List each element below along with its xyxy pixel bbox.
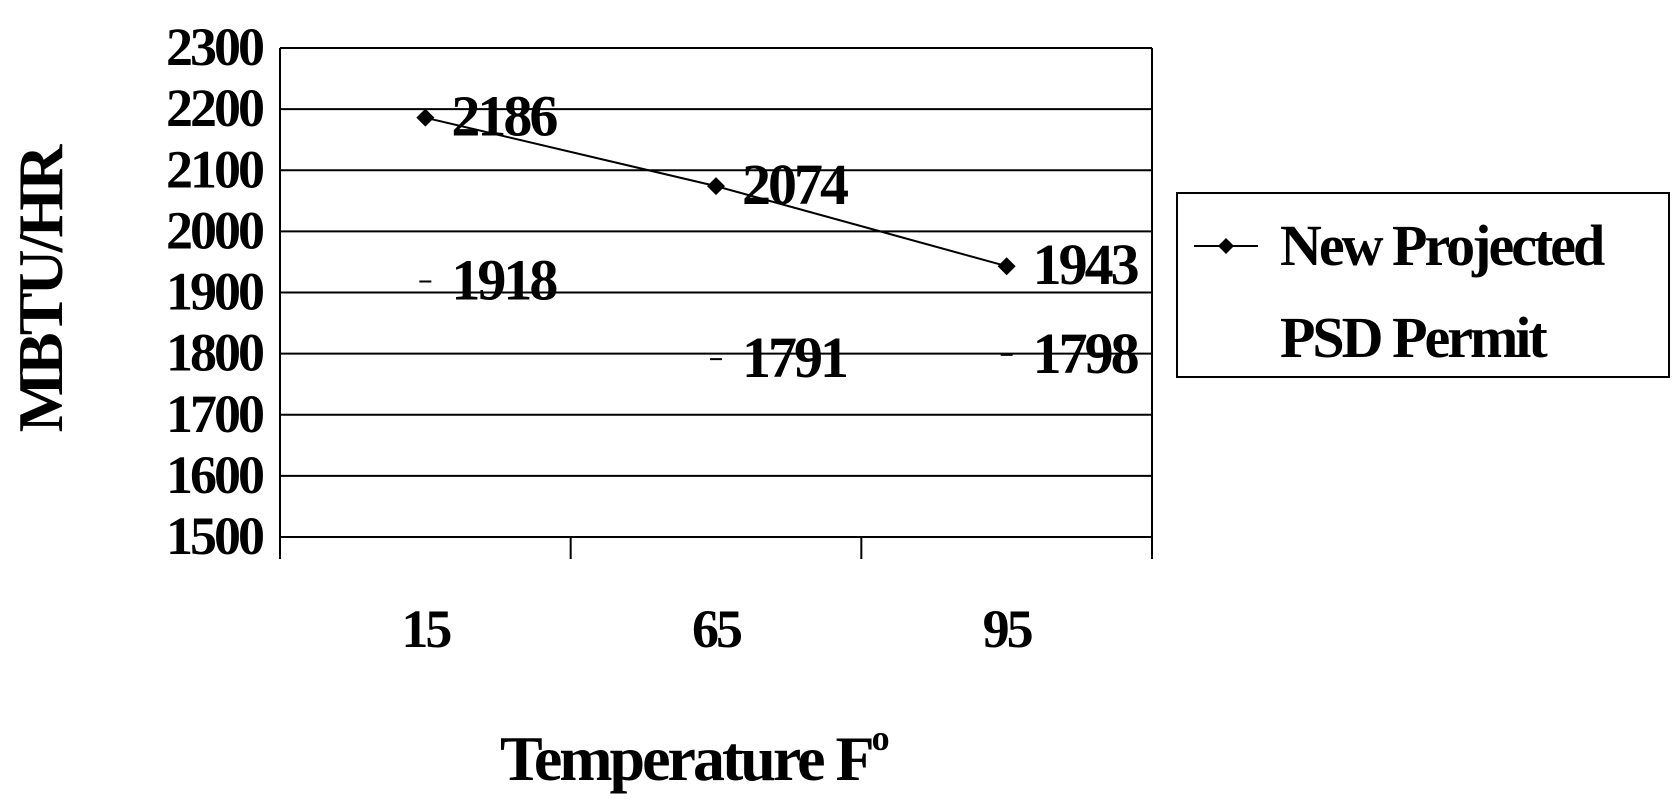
legend-label-psd-permit: PSD Permit (1280, 305, 1548, 370)
data-label-psd-permit-95: 1798 (1033, 321, 1139, 386)
x-axis-title-superscript: o (872, 718, 889, 758)
legend-box (1176, 192, 1670, 378)
point-new-projected-15 (416, 108, 435, 127)
y-tick-label-2100: 2100 (166, 139, 263, 199)
point-new-projected-95 (997, 257, 1016, 276)
data-label-new-projected-65: 2074 (742, 152, 848, 217)
x-tick-label-65: 65 (692, 599, 742, 659)
y-tick-label-1600: 1600 (166, 445, 263, 505)
x-axis-title-text: Temperature F (500, 723, 873, 794)
legend-marker-new-projected (1218, 238, 1234, 254)
y-axis-title: MBTU/HR (5, 144, 76, 433)
data-label-psd-permit-65: 1791 (742, 325, 846, 390)
data-label-new-projected-15: 2186 (451, 84, 557, 149)
data-label-psd-permit-15: 1918 (451, 247, 557, 312)
data-labels: 2186 2074 1943 1918 1791 1798 (451, 84, 1141, 390)
y-tick-label-1500: 1500 (166, 506, 263, 566)
gridlines (280, 47, 1152, 538)
y-tick-label-1800: 1800 (166, 323, 263, 383)
data-label-new-projected-95: 1943 (1033, 232, 1139, 297)
y-tick-label-2000: 2000 (166, 200, 263, 260)
x-axis-ticks: 15 65 95 (401, 537, 1036, 659)
plot-area (279, 48, 1153, 559)
x-tick-label-95: 95 (983, 599, 1033, 659)
x-axis-title: Temperature Fo (500, 718, 889, 794)
x-tick-label-15: 15 (401, 599, 451, 659)
series-layer (416, 108, 1016, 361)
y-tick-label-2300: 2300 (166, 17, 263, 77)
y-tick-label-1700: 1700 (166, 384, 263, 444)
y-tick-label-2200: 2200 (166, 78, 263, 138)
y-tick-label-1900: 1900 (166, 262, 263, 322)
point-new-projected-65 (707, 177, 725, 196)
legend: New Projected PSD Permit (1176, 192, 1670, 378)
legend-label-new-projected: New Projected (1280, 213, 1605, 278)
